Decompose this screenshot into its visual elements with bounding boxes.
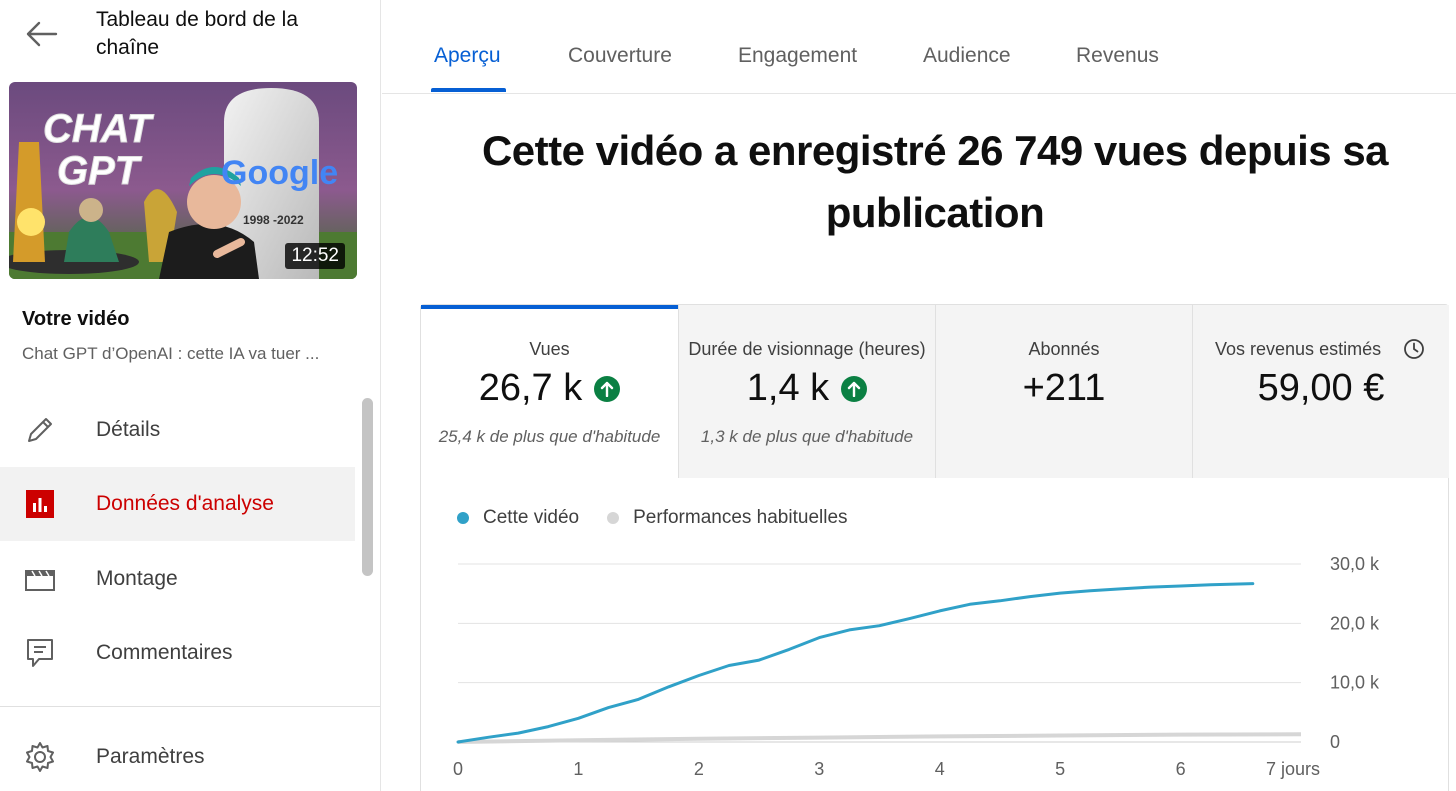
metric-watch-time[interactable]: Durée de visionnage (heures) 1,4 k 1,3 k… (678, 305, 935, 478)
arrow-up-icon (594, 375, 621, 402)
clock-icon[interactable] (1403, 338, 1425, 360)
metric-value-row: 26,7 k (421, 367, 678, 410)
nav-item-comments[interactable]: Commentaires (0, 616, 355, 690)
metric-views[interactable]: Vues 26,7 k 25,4 k de plus que d'habitud… (421, 305, 678, 478)
y-tick-label: 0 (1330, 732, 1340, 752)
tab-reach[interactable]: Couverture (568, 44, 672, 67)
arrow-up-icon (841, 375, 868, 402)
thumbnail-text-google: Google (221, 154, 338, 192)
thumbnail-text-chat: CHAT (43, 107, 155, 151)
metric-label: Vos revenus estimés (1215, 339, 1382, 359)
metric-value: 59,00 € (1257, 367, 1385, 409)
metric-value: 1,4 k (746, 367, 830, 409)
legend-item-video[interactable]: Cette vidéo (457, 507, 579, 529)
x-tick-label: 7 jours (1266, 759, 1320, 779)
video-thumbnail[interactable]: CHAT GPT Google 1998 -2022 12:52 (9, 82, 357, 279)
thumbnail-text-years: 1998 -2022 (243, 213, 304, 227)
tab-engagement[interactable]: Engagement (738, 44, 858, 67)
nav-label-editing: Montage (96, 567, 178, 590)
metric-value-row: +211 (936, 367, 1192, 410)
chart-legend: Cette vidéo Performances habituelles (457, 507, 876, 529)
channel-dashboard-title: Tableau de bord de la chaîne (96, 8, 298, 59)
metric-label: Durée de visionnage (heures) (688, 339, 926, 359)
metric-label: Vues (529, 339, 570, 359)
x-tick-label: 1 (573, 759, 583, 779)
y-tick-label: 10,0 k (1330, 673, 1380, 693)
nav-item-analytics[interactable]: Données d'analyse (0, 467, 355, 541)
video-duration-badge: 12:52 (285, 243, 345, 269)
y-tick-label: 20,0 k (1330, 613, 1380, 633)
nav-label-settings: Paramètres (96, 745, 205, 768)
x-tick-label: 5 (1055, 759, 1065, 779)
metric-comparison: 1,3 k de plus que d'habitude (700, 427, 914, 446)
legend-label: Cette vidéo (483, 507, 580, 528)
clapperboard-icon (22, 561, 58, 597)
views-line-chart: 30,0 k 20,0 k 10,0 k 0 0 1 2 3 4 5 6 7 jours (453, 554, 1380, 779)
nav-item-details[interactable]: Détails (0, 393, 355, 467)
metric-comparison: 25,4 k de plus que d'habitude (438, 427, 661, 446)
active-tab-indicator (431, 88, 506, 92)
sidebar-scrollbar[interactable] (362, 398, 373, 576)
nav-item-settings[interactable]: Paramètres (0, 720, 355, 791)
nav-label-details: Détails (96, 418, 161, 441)
metric-cards: Vues 26,7 k 25,4 k de plus que d'habitud… (421, 305, 1449, 478)
tab-overview[interactable]: Aperçu (434, 44, 501, 67)
views-headline: Cette vidéo a enregistré 26 749 vues dep… (481, 127, 1389, 236)
thumbnail-text-gpt: GPT (57, 149, 143, 193)
analytics-icon (22, 486, 58, 522)
x-tick-label: 2 (694, 759, 704, 779)
thumbnail-illustration: CHAT GPT Google 1998 -2022 (9, 82, 357, 279)
overview-card: Vues 26,7 k 25,4 k de plus que d'habitud… (420, 304, 1449, 791)
tab-revenue[interactable]: Revenus (1076, 44, 1159, 67)
metric-value: +211 (1022, 367, 1106, 409)
legend-dot (457, 512, 469, 524)
series-line-typical (457, 732, 1302, 744)
metric-revenue[interactable]: Vos revenus estimés 59,00 € (1192, 305, 1449, 478)
nav-label-comments: Commentaires (96, 641, 233, 664)
nav-label-analytics: Données d'analyse (96, 492, 274, 515)
metric-value-row: 1,4 k (679, 367, 935, 410)
x-tick-label: 0 (453, 759, 463, 779)
y-tick-label: 30,0 k (1330, 554, 1380, 574)
metric-value-row: 59,00 € (1193, 367, 1449, 410)
video-title: Chat GPT d’OpenAI : cette IA va tuer ... (22, 344, 320, 363)
analytics-tabs: Aperçu Couverture Engagement Audience Re… (382, 0, 1456, 94)
metric-value: 26,7 k (478, 367, 583, 409)
metric-subscribers[interactable]: Abonnés +211 (935, 305, 1192, 478)
back-arrow-icon[interactable] (22, 14, 62, 54)
legend-item-typical[interactable]: Performances habituelles (607, 507, 848, 529)
pencil-icon (22, 412, 58, 448)
x-tick-label: 4 (935, 759, 945, 779)
sidebar-divider (0, 706, 380, 707)
metric-label: Abonnés (1028, 339, 1100, 359)
your-video-label: Votre vidéo (22, 308, 130, 330)
tab-audience[interactable]: Audience (923, 44, 1011, 67)
series-line-video (456, 582, 1255, 744)
nav-item-editing[interactable]: Montage (0, 542, 355, 616)
gear-icon (22, 739, 58, 775)
x-tick-label: 6 (1176, 759, 1186, 779)
x-tick-label: 3 (814, 759, 824, 779)
sidebar: Tableau de bord de la chaîne (0, 0, 381, 791)
legend-dot (607, 512, 620, 524)
comment-icon (22, 635, 58, 671)
legend-label: Performances habituelles (633, 507, 848, 528)
